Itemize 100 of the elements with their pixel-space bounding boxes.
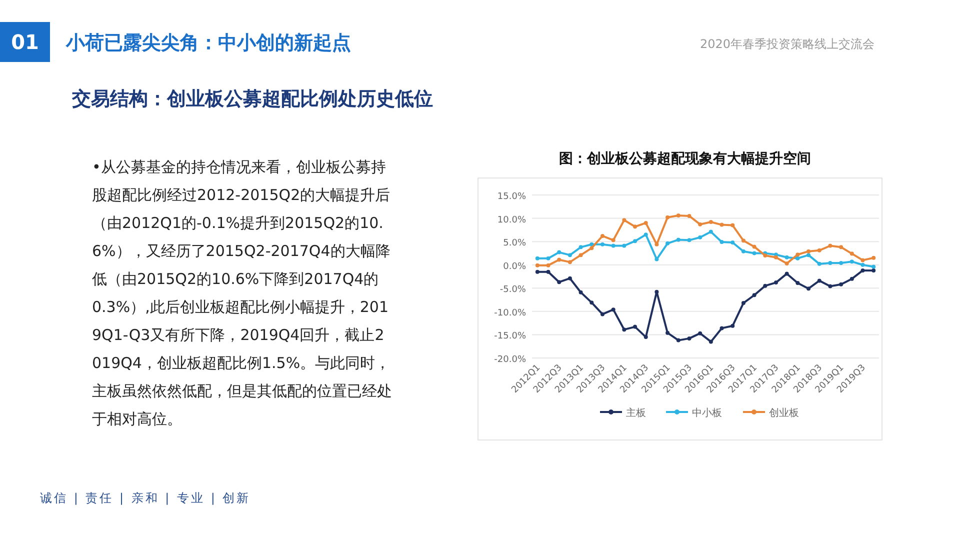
text: 小荷已露尖尖角：中小创的新起点 (66, 31, 351, 56)
chart-title: 图：创业板公募超配现象有大幅提升空间 (558, 150, 812, 168)
point (774, 280, 778, 285)
point (590, 246, 594, 250)
point (828, 260, 832, 265)
point (860, 268, 865, 272)
point (666, 330, 670, 335)
point (872, 264, 876, 269)
point (839, 245, 844, 250)
point (784, 261, 789, 266)
point (557, 258, 562, 262)
y-tick-label: 10.0% (497, 215, 526, 226)
point (676, 213, 680, 218)
point (557, 280, 562, 284)
point (796, 256, 800, 260)
point (546, 270, 550, 274)
point (546, 263, 550, 268)
text: 01 (0, 22, 50, 62)
point (687, 238, 692, 242)
point (535, 256, 540, 260)
point (850, 276, 854, 281)
point (828, 244, 832, 248)
point (817, 262, 822, 266)
point (806, 253, 811, 258)
point (698, 222, 702, 226)
point (633, 239, 638, 244)
y-tick-label: 5.0% (503, 238, 526, 249)
point (784, 272, 789, 276)
point (839, 260, 844, 265)
point (860, 258, 865, 262)
point (872, 268, 876, 272)
point (708, 220, 713, 224)
point (687, 214, 692, 218)
point (611, 238, 616, 242)
point (535, 263, 540, 268)
point (557, 250, 562, 254)
point (752, 244, 756, 249)
point (644, 220, 648, 225)
point (568, 260, 572, 264)
text: 2020年春季投资策略线上交流会 (700, 36, 875, 53)
point (784, 255, 789, 260)
legend-label: 主板 (626, 407, 646, 419)
point (698, 235, 702, 240)
point (741, 249, 746, 254)
point (578, 253, 583, 258)
point (796, 281, 800, 286)
point (730, 324, 735, 328)
y-tick-label: -10.0% (494, 308, 526, 318)
point (676, 338, 680, 342)
point (752, 251, 756, 256)
point (644, 232, 648, 237)
point (720, 326, 724, 330)
point (666, 241, 670, 246)
point (872, 256, 876, 260)
point (850, 260, 854, 264)
point (796, 252, 800, 257)
point (546, 256, 550, 260)
point (763, 284, 768, 288)
point (774, 255, 778, 260)
point (633, 324, 638, 329)
point (578, 290, 583, 294)
point (730, 240, 735, 245)
point (817, 248, 822, 252)
y-tick-label: -20.0% (494, 355, 526, 365)
text: 交易结构：创业板公募超配比例处历史低位 (72, 87, 433, 112)
point (687, 336, 692, 340)
point (730, 223, 735, 228)
point (720, 240, 724, 244)
point (666, 215, 670, 220)
y-tick-label: 0.0% (503, 262, 526, 272)
point (708, 340, 713, 344)
y-tick-label: -15.0% (494, 332, 526, 342)
text: •从公募基金的持仓情况来看，创业板公募持股超配比例经过2012-2015Q2的大幅提升后（由2012Q1的-0.1%提升到2015Q2的10.6%），又经历了2015Q2-2017Q4的大幅降低（由2015Q2的10.6%下降到2017Q4的0.3%）,此后创业板超配比例小幅提升，2019Q1-Q3又有所下降，2019Q4回升，截止2019Q4，创业板超配比例1.5%。与此同时，主板虽然依然低配，但是其低配的位置已经处于相对高位。 (92, 158, 392, 428)
point (578, 245, 583, 250)
point (806, 249, 811, 254)
y-tick-label: 15.0% (497, 192, 526, 202)
point (644, 335, 648, 340)
point (600, 234, 604, 238)
point (828, 284, 832, 288)
point (763, 254, 768, 258)
legend-label: 创业板 (769, 407, 799, 419)
point (708, 230, 713, 234)
point (622, 244, 626, 248)
point (698, 331, 702, 336)
point (611, 308, 616, 312)
point (535, 270, 540, 274)
point (622, 218, 626, 222)
point (860, 262, 865, 267)
text: 诚信 | 责任 | 亲和 | 专业 | 创新 (40, 490, 251, 507)
point (654, 257, 659, 262)
point (622, 328, 626, 332)
point (741, 238, 746, 243)
point (817, 278, 822, 283)
point (720, 222, 724, 227)
legend-label: 中小板 (692, 407, 722, 419)
point (741, 301, 746, 306)
point (611, 244, 616, 248)
point (850, 252, 854, 256)
point (654, 290, 659, 294)
point (806, 286, 811, 291)
